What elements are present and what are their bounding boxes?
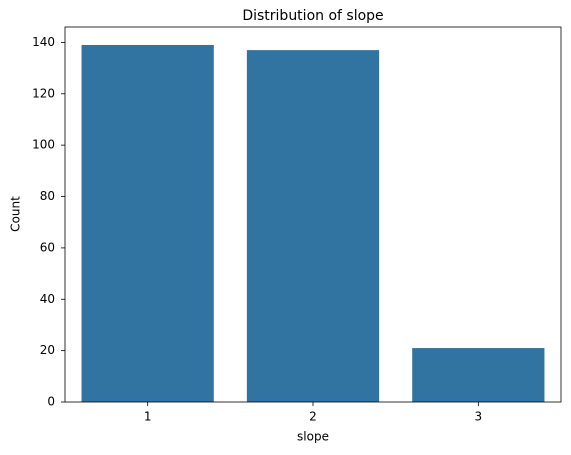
bar [412, 348, 545, 402]
x-tick-label: 1 [144, 410, 152, 424]
bar [81, 44, 214, 402]
bar [246, 50, 380, 402]
y-tick-label: 140 [32, 35, 55, 49]
x-tick-label: 3 [475, 410, 483, 424]
y-tick-label: 80 [40, 189, 55, 203]
y-tick-label: 120 [32, 86, 55, 100]
plot-frame [64, 26, 562, 403]
x-axis-label: slope [297, 430, 329, 444]
y-tick-label: 0 [47, 395, 55, 409]
y-tick-label: 40 [40, 292, 55, 306]
y-tick-label: 20 [40, 343, 55, 357]
y-axis-label: Count [9, 196, 23, 232]
y-tick-label: 100 [32, 138, 55, 152]
x-tick-label: 2 [309, 410, 317, 424]
y-tick-label: 60 [40, 240, 55, 254]
chart-title: Distribution of slope [242, 8, 383, 24]
